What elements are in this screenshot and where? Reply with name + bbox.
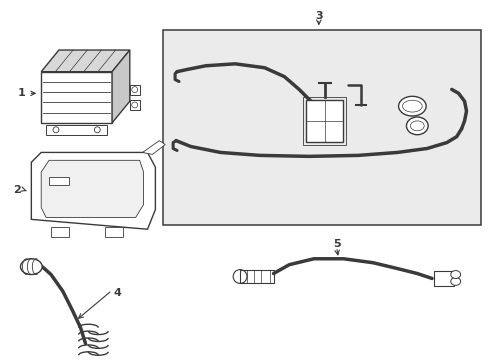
Polygon shape (112, 50, 129, 123)
Bar (246, 270, 255, 283)
Ellipse shape (402, 100, 421, 112)
Ellipse shape (450, 278, 460, 285)
Bar (105, 227, 122, 237)
Bar (46, 125, 107, 135)
Circle shape (233, 270, 246, 283)
Bar (129, 85, 140, 95)
Text: 1: 1 (18, 88, 25, 98)
Bar (303, 97, 346, 145)
Text: 2: 2 (13, 185, 20, 195)
Circle shape (94, 127, 100, 133)
Polygon shape (142, 141, 165, 154)
Polygon shape (41, 50, 129, 72)
Bar (253, 270, 262, 283)
Ellipse shape (20, 259, 42, 275)
Bar (240, 270, 273, 283)
Circle shape (131, 102, 138, 108)
Bar (305, 100, 343, 141)
Ellipse shape (450, 271, 460, 278)
Bar (433, 271, 453, 286)
Text: 5: 5 (332, 239, 340, 249)
Bar (51, 227, 69, 237)
Bar (163, 30, 480, 225)
Polygon shape (41, 160, 143, 217)
Ellipse shape (409, 121, 423, 131)
Bar (49, 177, 69, 185)
Bar (240, 270, 248, 283)
Ellipse shape (406, 117, 427, 135)
Circle shape (131, 87, 138, 93)
Text: 4: 4 (113, 288, 121, 298)
Text: 3: 3 (314, 10, 322, 21)
Bar (129, 100, 140, 110)
Bar (41, 72, 112, 123)
Bar (260, 270, 269, 283)
Circle shape (53, 127, 59, 133)
Ellipse shape (398, 96, 425, 116)
Polygon shape (31, 152, 155, 229)
